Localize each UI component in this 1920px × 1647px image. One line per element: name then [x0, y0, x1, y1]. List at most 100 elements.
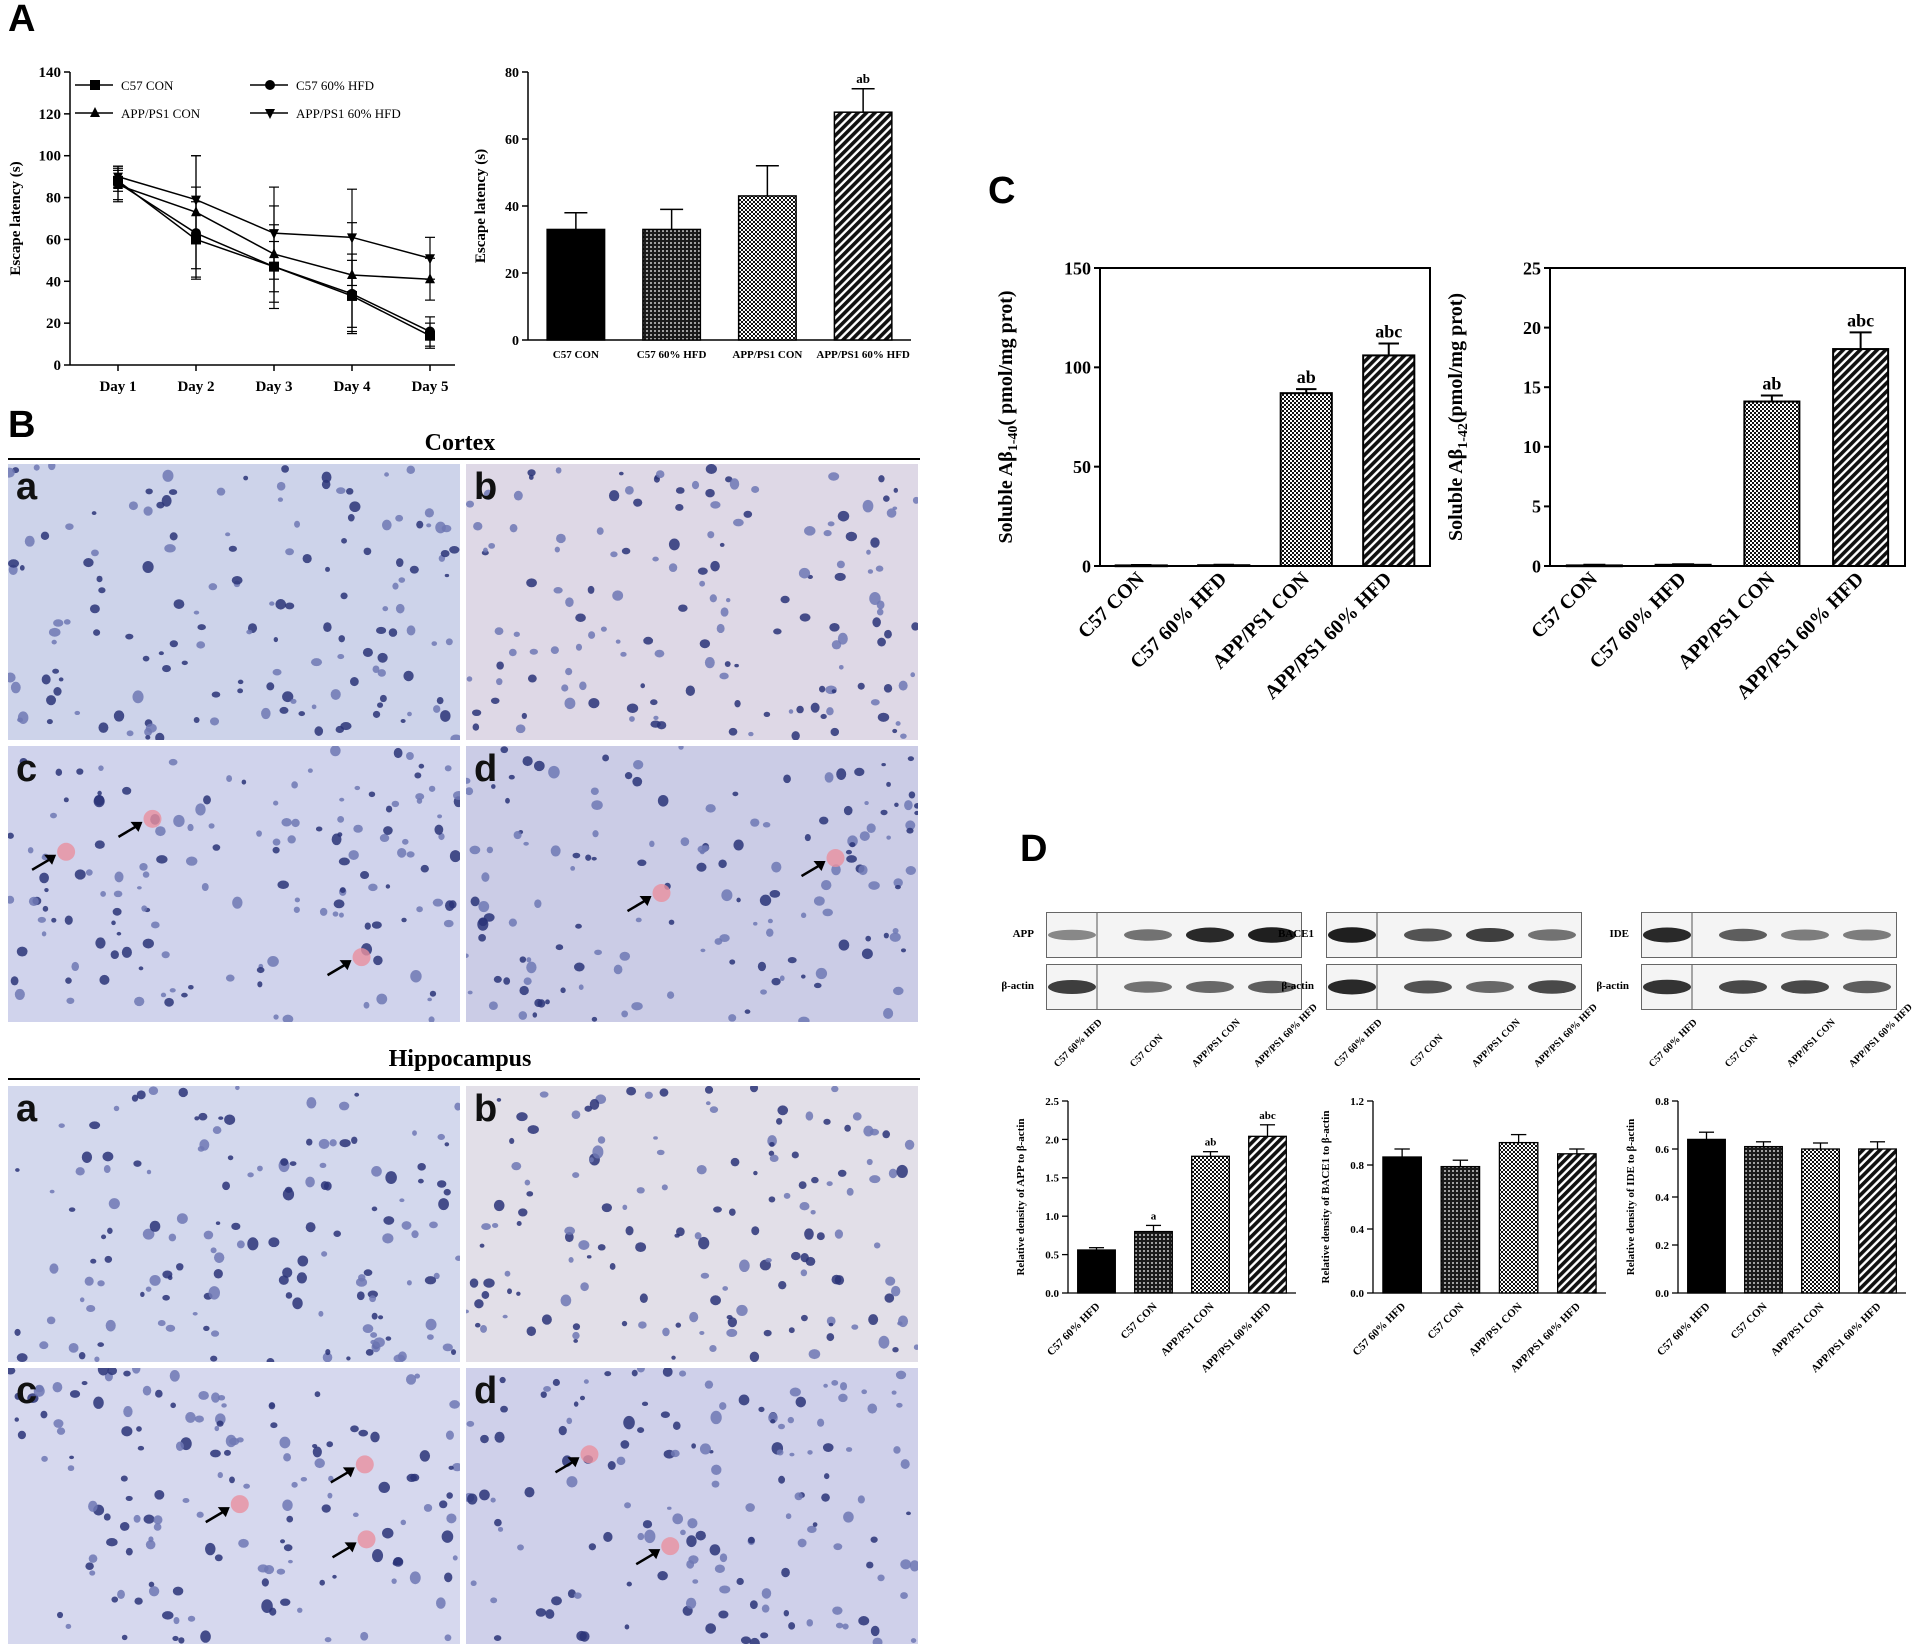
significance-label: a [1151, 1210, 1157, 1222]
tissue-background [8, 464, 460, 740]
panel-label-b: B [8, 404, 36, 446]
lane-label: APP/PS1 60% HFD [1847, 1001, 1915, 1070]
y-tick-label: 5 [1532, 497, 1541, 517]
category-label: C57 CON [1119, 1301, 1160, 1342]
blot-strip [1046, 964, 1302, 1010]
band [1186, 927, 1234, 943]
micrograph-a: a [8, 1086, 460, 1362]
arrow-head [648, 1549, 661, 1560]
bar [1248, 1135, 1287, 1294]
category-label: APP/PS1 60% HFD [816, 349, 910, 361]
y-tick-label: 0.2 [1655, 1240, 1669, 1252]
marker-triangle-down [269, 229, 279, 240]
micrograph-label: b [474, 466, 498, 508]
marker-triangle-down [113, 172, 123, 183]
y-tick-label: 2.5 [1045, 1096, 1059, 1108]
y-tick-label: 40 [505, 200, 519, 215]
panel-label-c: C [988, 170, 1016, 212]
micrograph-label: d [474, 748, 498, 790]
category-label: APP/PS1 CON [1467, 1301, 1525, 1359]
lane-label: APP/PS1 60% HFD [1532, 1001, 1600, 1070]
amyloid-plaque [57, 842, 76, 861]
bar [1077, 1249, 1116, 1294]
category-label: C57 60% HFD [1655, 1301, 1713, 1359]
band [1248, 927, 1296, 943]
plot-frame [1099, 267, 1431, 567]
bar [1498, 1141, 1539, 1294]
micrograph-label: a [16, 1088, 38, 1130]
x-tick-label: Day 5 [411, 379, 448, 395]
category-label: C57 CON [1527, 568, 1602, 643]
arrow-head [344, 1542, 357, 1553]
marker-triangle-up [90, 107, 100, 117]
bar [1191, 1155, 1230, 1294]
category-label: C57 60% HFD [1045, 1301, 1103, 1359]
chart-escape-latency-groups: 0 20 40 60 80 C57 CON C57 60% HFD APP/PS1 CON ab… [465, 45, 925, 405]
bar [1744, 1145, 1783, 1294]
bar [1557, 1153, 1597, 1294]
amyloid-plaque [357, 1530, 376, 1549]
y-tick-label: 0.8 [1655, 1096, 1669, 1108]
band [1781, 980, 1829, 994]
significance-label: ab [1762, 374, 1781, 394]
amyloid-plaque [580, 1445, 599, 1464]
micrograph-d: d [466, 746, 918, 1022]
micrograph-b: b [466, 464, 918, 740]
band [1466, 928, 1514, 942]
significance-label: abc [1375, 321, 1402, 341]
bar [1134, 1230, 1173, 1294]
band [1048, 980, 1096, 994]
nuclei [8, 1368, 460, 1644]
micrograph-c: c [8, 746, 460, 1022]
y-tick-label: 1.5 [1045, 1173, 1059, 1185]
legend-label: C57 CON [121, 78, 174, 93]
band [1048, 929, 1096, 941]
nuclei [8, 464, 460, 740]
bar [642, 228, 702, 341]
y-axis-label: Escape latency (s) [473, 149, 489, 263]
amyloid-plaque [661, 1537, 680, 1556]
bar [737, 195, 797, 341]
y-tick-label: 10 [1523, 437, 1541, 457]
band [1248, 980, 1296, 994]
y-tick-label: 20 [505, 267, 519, 282]
y-tick-label: 80 [505, 66, 519, 81]
band [1328, 927, 1376, 943]
bar [1382, 1156, 1422, 1294]
significance-label: abc [1259, 1110, 1276, 1122]
band [1404, 928, 1452, 942]
y-axis-label: Soluble Aβ1-40( pmol/mg prot) [995, 290, 1021, 543]
y-axis-label: Relative density of APP to β-actin [1015, 1118, 1027, 1275]
amyloid-plaque [826, 849, 845, 868]
bar [1440, 1165, 1481, 1294]
tissue-background [466, 464, 918, 740]
panel-label-d: D [1020, 828, 1048, 870]
lane-label: C57 60% HFD [1332, 1017, 1385, 1070]
blot-row-label: IDE [1609, 928, 1629, 940]
significance-label: ab [856, 71, 870, 86]
category-label: C57 60% HFD [1350, 1301, 1408, 1359]
category-label: APP/PS1 CON [1769, 1301, 1827, 1359]
micrograph-label: c [16, 748, 38, 790]
y-tick-label: 0.4 [1655, 1192, 1669, 1204]
lane-label: C57 60% HFD [1052, 1017, 1105, 1070]
band [1843, 980, 1891, 994]
blot-strip [1641, 912, 1897, 958]
category-label: C57 60% HFD [637, 349, 707, 361]
amyloid-plaque [352, 948, 371, 967]
cortex-title: Cortex [424, 430, 496, 456]
legend-label: APP/PS1 CON [121, 106, 201, 121]
nuclei [466, 1086, 918, 1362]
y-tick-label: 0.4 [1350, 1224, 1364, 1236]
band [1124, 981, 1172, 993]
arrow-head [342, 1467, 355, 1478]
band [1843, 929, 1891, 941]
y-tick-label: 80 [46, 191, 61, 207]
band [1719, 928, 1767, 942]
arrow-head [567, 1457, 580, 1468]
bar [1687, 1138, 1726, 1294]
amyloid-plaque [230, 1495, 249, 1514]
y-tick-label: 0.8 [1350, 1160, 1364, 1172]
y-tick-label: 20 [1523, 318, 1541, 338]
